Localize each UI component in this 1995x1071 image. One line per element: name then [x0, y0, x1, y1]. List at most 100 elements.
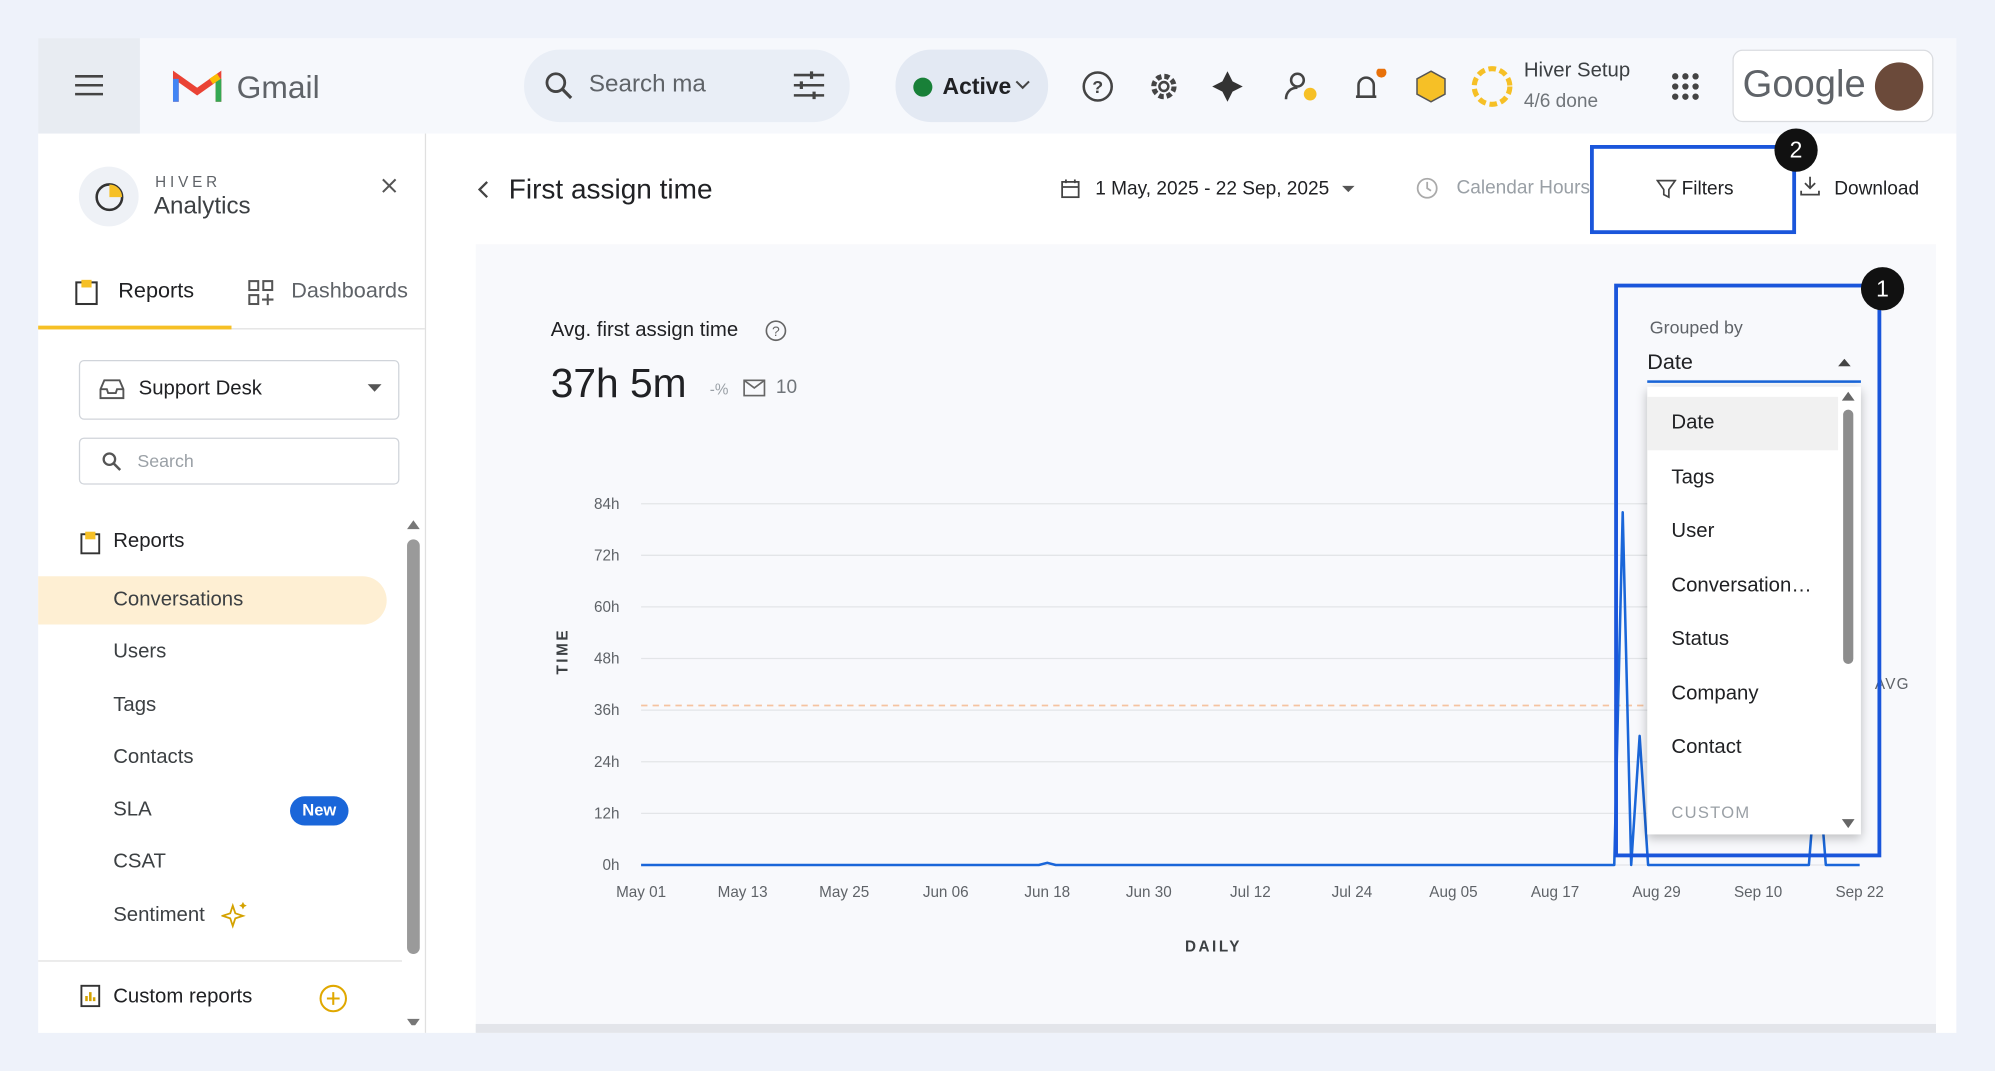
y-tick-label: 60h	[594, 599, 619, 616]
back-icon[interactable]	[477, 181, 490, 199]
inbox-select[interactable]	[78, 359, 400, 420]
google-wordmark: Google	[1742, 63, 1866, 106]
search-placeholder: Search	[137, 450, 194, 471]
x-tick-label: Jul 24	[1332, 884, 1373, 901]
annotation-box	[1590, 145, 1797, 235]
metric-count: 10	[775, 376, 798, 399]
tab[interactable]: Dashboards	[291, 278, 408, 303]
option[interactable]: Conversation…	[1671, 574, 1812, 596]
section-title: Reports	[113, 530, 185, 553]
y-tick-label: 48h	[594, 651, 619, 668]
dropdown-arrow	[367, 384, 382, 392]
average-label: AVG	[1875, 676, 1910, 693]
inbox-name: Support Desk	[138, 377, 262, 400]
nav-item[interactable]: SLA	[113, 798, 152, 821]
y-tick-label: 24h	[594, 754, 619, 771]
dropdown-arrow	[1341, 185, 1355, 193]
search-icon	[545, 72, 573, 100]
tab[interactable]: Reports	[118, 278, 195, 303]
y-tick-label: 0h	[602, 857, 619, 874]
option-heading: CUSTOM	[1671, 802, 1751, 822]
nav-item[interactable]: Conversations	[113, 588, 244, 611]
download-button[interactable]: Download	[1834, 178, 1920, 200]
option[interactable]: Company	[1671, 682, 1759, 705]
x-tick-label: Jul 12	[1230, 884, 1271, 901]
dropdown-menu	[1647, 386, 1861, 835]
filters-button[interactable]: Filters	[1681, 178, 1734, 200]
scrollbar[interactable]	[406, 516, 421, 1026]
y-tick-label: 84h	[594, 496, 619, 513]
inbox-icon	[99, 379, 125, 400]
option[interactable]: Tags	[1671, 466, 1715, 488]
help-icon[interactable]: ?	[764, 319, 787, 342]
annotation-badge	[1860, 267, 1905, 311]
sidebar-search[interactable]	[78, 437, 400, 485]
dropdown-scrollbar[interactable]	[1841, 389, 1856, 832]
x-axis-title: DAILY	[1185, 938, 1242, 955]
svg-text:?: ?	[1092, 77, 1103, 97]
download-icon	[1800, 176, 1820, 196]
date-range[interactable]: 1 May, 2025 - 22 Sep, 2025	[1095, 178, 1330, 200]
sparkle-icon	[221, 901, 247, 929]
gmail-logo	[172, 70, 222, 102]
nav-item[interactable]: Tags	[113, 694, 157, 717]
y-axis-title: TIME	[554, 628, 571, 675]
analytics-logo	[78, 166, 139, 227]
x-tick-label: Jun 18	[1024, 884, 1070, 901]
metric-change: -%	[709, 380, 729, 399]
nav-item[interactable]: CSAT	[113, 850, 166, 873]
clock-icon	[1416, 177, 1438, 199]
x-tick-label: Sep 22	[1835, 884, 1883, 901]
option[interactable]: User	[1671, 520, 1715, 542]
add-icon[interactable]	[318, 984, 349, 1013]
metric-value: 37h 5m	[550, 359, 687, 406]
option[interactable]: Date	[1671, 412, 1715, 434]
svg-text:?: ?	[772, 323, 780, 339]
status-label: Active	[942, 73, 1012, 100]
option[interactable]: Status	[1671, 628, 1730, 650]
tab-border	[231, 328, 425, 330]
status-dot	[913, 77, 933, 97]
avatar[interactable]	[1874, 62, 1924, 111]
menu-icon	[75, 75, 104, 96]
apps-icon[interactable]	[1671, 73, 1699, 101]
metric-label: Avg. first assign time	[550, 319, 739, 341]
reports-tab-icon	[75, 279, 98, 306]
annotation-number: 1	[1876, 276, 1889, 302]
menu-button[interactable]	[38, 38, 140, 134]
search-placeholder: Search ma	[588, 71, 706, 98]
chevron	[1015, 80, 1030, 90]
logo-icon	[95, 183, 124, 212]
close-icon[interactable]	[382, 178, 397, 193]
custom-reports[interactable]: Custom reports	[113, 985, 253, 1008]
dropdown-arrow	[1838, 358, 1851, 367]
annotation-number: 2	[1789, 137, 1803, 163]
divider	[424, 133, 427, 1033]
app-name: Gmail	[236, 69, 320, 106]
group-selected[interactable]: Date	[1647, 349, 1693, 374]
x-tick-label: May 01	[616, 884, 666, 901]
option-highlight	[1647, 396, 1839, 451]
custom-report-icon	[80, 984, 101, 1008]
search-icon	[102, 452, 122, 471]
hours-select[interactable]: Calendar Hours	[1456, 176, 1591, 199]
reports-icon	[80, 531, 101, 555]
brand: HIVER	[155, 172, 221, 191]
product-name: Analytics	[153, 193, 251, 221]
filter-icon	[793, 71, 825, 100]
nav-item[interactable]: Contacts	[113, 746, 194, 769]
toolbar-icons: ?	[1082, 68, 1446, 103]
divider	[38, 960, 402, 962]
badge-text: New	[302, 800, 337, 820]
y-tick-label: 12h	[594, 805, 619, 822]
calendar-icon	[1061, 179, 1080, 199]
option[interactable]: Contact	[1671, 736, 1742, 759]
scroll-track	[406, 516, 421, 1026]
nav-item[interactable]: Users	[113, 641, 167, 663]
nav-item[interactable]: Sentiment	[113, 904, 205, 927]
x-tick-label: Aug 17	[1531, 884, 1579, 901]
select-underline	[1647, 380, 1861, 383]
page-title: First assign time	[508, 172, 713, 205]
